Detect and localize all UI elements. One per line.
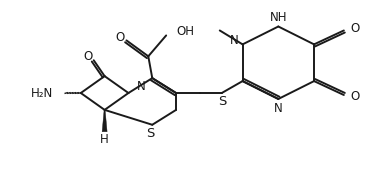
Text: H₂N: H₂N [31, 86, 53, 99]
Text: O: O [351, 22, 360, 35]
Polygon shape [102, 110, 107, 132]
Text: H: H [100, 133, 109, 146]
Text: S: S [146, 127, 155, 140]
Text: N: N [136, 80, 145, 92]
Text: OH: OH [176, 25, 194, 38]
Text: O: O [351, 90, 360, 103]
Text: N: N [230, 34, 239, 47]
Text: S: S [218, 96, 227, 108]
Text: NH: NH [270, 11, 287, 24]
Text: N: N [274, 102, 283, 115]
Text: O: O [115, 31, 124, 44]
Text: O: O [83, 50, 92, 63]
